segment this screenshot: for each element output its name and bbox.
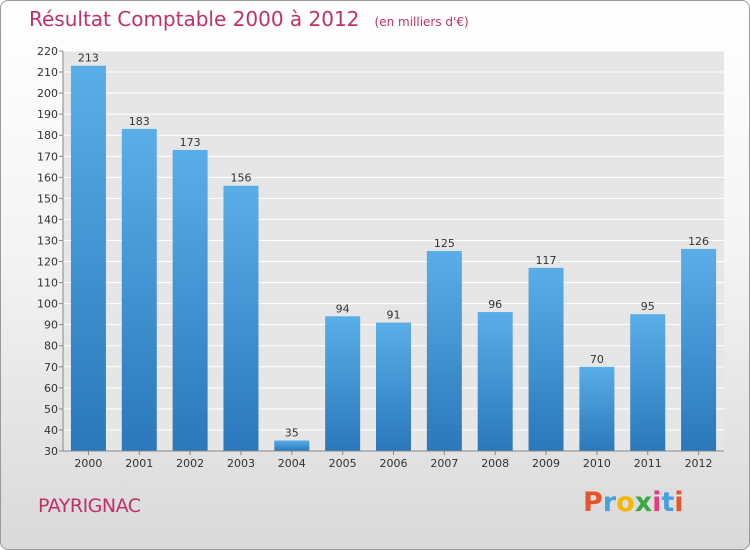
bars: 213 183 173 156 35 94 91 125 96 117 70 95 126 bbox=[70, 52, 717, 451]
bar bbox=[528, 267, 564, 451]
commune-name: PAYRIGNAC bbox=[38, 495, 141, 517]
y-tick-label: 80 bbox=[44, 340, 58, 353]
bar-value-label: 70 bbox=[590, 353, 604, 366]
bar-value-label: 213 bbox=[78, 52, 99, 65]
bar-value-label: 117 bbox=[536, 254, 557, 267]
y-tick-label: 120 bbox=[37, 256, 58, 269]
bar bbox=[630, 314, 666, 451]
bar bbox=[223, 185, 259, 451]
brand-letter: x bbox=[634, 487, 653, 518]
x-tick-label: 2010 bbox=[583, 457, 611, 470]
y-tick-label: 220 bbox=[37, 45, 58, 58]
y-tick-label: 140 bbox=[37, 213, 58, 226]
y-tick-label: 30 bbox=[44, 445, 58, 458]
bar-value-label: 94 bbox=[336, 302, 350, 315]
y-tick-label: 150 bbox=[37, 192, 58, 205]
brand-letter: t bbox=[661, 487, 675, 518]
brand-letter: o bbox=[616, 487, 635, 518]
bar bbox=[325, 316, 361, 451]
x-tick-label: 2003 bbox=[227, 457, 255, 470]
bar-value-label: 35 bbox=[285, 426, 299, 439]
y-axis: 30 40 50 60 70 80 90 100 110 120 130 140 150 160 170 18… bbox=[37, 45, 64, 458]
bar bbox=[172, 149, 208, 451]
y-tick-label: 110 bbox=[37, 277, 58, 290]
x-tick-label: 2005 bbox=[329, 457, 357, 470]
x-tick-label: 2000 bbox=[74, 457, 102, 470]
brand-letter: r bbox=[602, 487, 617, 518]
y-tick-label: 90 bbox=[44, 319, 58, 332]
bar bbox=[274, 440, 310, 451]
chart-title: Résultat Comptable 2000 à 2012 (en milli… bbox=[29, 7, 469, 31]
brand-letter: i bbox=[652, 487, 662, 518]
bar bbox=[477, 312, 513, 451]
x-tick-label: 2008 bbox=[481, 457, 509, 470]
y-tick-label: 160 bbox=[37, 171, 58, 184]
y-tick-label: 210 bbox=[37, 66, 58, 79]
x-axis: 2000 2001 2002 2003 2004 2005 2006 2007 2008 2009… bbox=[63, 450, 724, 470]
y-tick-label: 200 bbox=[37, 87, 58, 100]
y-tick-label: 50 bbox=[44, 403, 58, 416]
bar bbox=[376, 322, 411, 451]
y-tick-label: 70 bbox=[44, 361, 58, 374]
y-tick-label: 60 bbox=[44, 382, 58, 395]
x-tick-label: 2011 bbox=[634, 457, 662, 470]
y-tick-label: 40 bbox=[44, 424, 58, 437]
bar-value-label: 96 bbox=[488, 298, 502, 311]
y-tick-label: 100 bbox=[37, 298, 58, 311]
x-tick-label: 2001 bbox=[125, 457, 153, 470]
x-tick-label: 2002 bbox=[176, 457, 204, 470]
bar-value-label: 156 bbox=[230, 172, 251, 185]
x-tick-label: 2004 bbox=[278, 457, 306, 470]
title-main: Résultat Comptable 2000 à 2012 bbox=[29, 7, 360, 31]
title-unit: (en milliers d'€) bbox=[374, 15, 469, 29]
bar-value-label: 173 bbox=[180, 136, 201, 149]
x-tick-label: 2012 bbox=[685, 457, 713, 470]
bar-value-label: 125 bbox=[434, 237, 455, 250]
bar-value-label: 183 bbox=[129, 115, 150, 128]
bar-value-label: 91 bbox=[387, 309, 401, 322]
y-tick-label: 130 bbox=[37, 234, 58, 247]
brand-letter: i bbox=[674, 487, 684, 518]
bar-value-label: 95 bbox=[641, 300, 655, 313]
x-tick-label: 2009 bbox=[532, 457, 560, 470]
bar bbox=[681, 248, 717, 451]
brand-logo: Proxiti bbox=[583, 487, 684, 518]
brand-letter: P bbox=[583, 487, 603, 518]
bar-value-label: 126 bbox=[688, 235, 709, 248]
x-tick-label: 2006 bbox=[380, 457, 408, 470]
bar bbox=[426, 251, 462, 451]
bar bbox=[579, 366, 615, 451]
x-tick-label: 2007 bbox=[430, 457, 458, 470]
bar bbox=[70, 65, 106, 451]
y-tick-label: 190 bbox=[37, 108, 58, 121]
bar bbox=[121, 128, 157, 451]
y-tick-label: 180 bbox=[37, 129, 58, 142]
y-tick-label: 170 bbox=[37, 150, 58, 163]
